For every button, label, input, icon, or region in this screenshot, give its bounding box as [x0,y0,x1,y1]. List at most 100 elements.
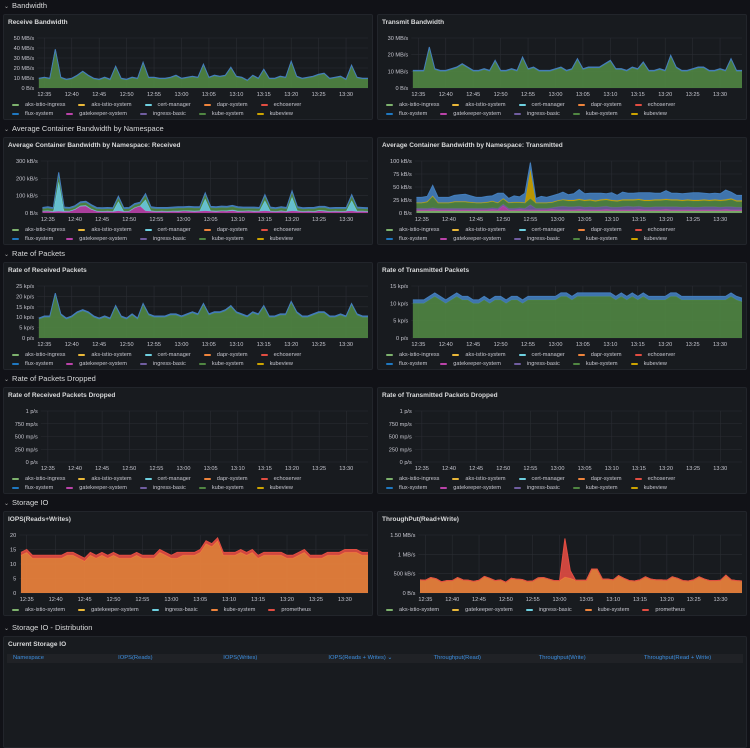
legend-item[interactable]: dapr-system [203,226,248,233]
legend-item[interactable]: gatekeeper-system [66,484,127,491]
legend-item[interactable]: flux-system [12,110,53,117]
legend-item[interactable]: echoserver [634,101,675,108]
legend-item[interactable]: ingress-basic [139,484,186,491]
legend-item[interactable]: kube-system [572,110,618,117]
legend-item[interactable]: kubeview [256,235,293,242]
legend-item[interactable]: cert-manager [144,475,191,482]
legend-item[interactable]: prometheus [12,369,55,370]
legend-item[interactable]: aks-istio-system [452,101,506,108]
legend-item[interactable]: prometheus [12,119,55,120]
legend-item[interactable]: ingress-basic [139,360,186,367]
column-header[interactable]: Throughput(Read) [433,655,481,661]
legend-item[interactable]: prometheus [386,493,429,494]
legend-item[interactable]: prometheus [642,606,685,613]
legend-item[interactable]: aks-istio-system [386,606,439,613]
legend-item[interactable]: ingress-basic [525,606,572,613]
legend-item[interactable]: flux-system [12,484,53,491]
legend-item[interactable]: kube-system [198,110,244,117]
legend-item[interactable]: aks-istio-ingress [12,101,65,108]
legend-item[interactable]: gatekeeper-system [66,235,127,242]
row-header[interactable]: ⌄ Rate of Packets Dropped [4,373,96,385]
legend-item[interactable]: prometheus [386,244,429,245]
legend-item[interactable]: flux-system [12,235,53,242]
legend-item[interactable]: gatekeeper-system [452,606,513,613]
legend-item[interactable]: aks-istio-ingress [386,475,439,482]
legend-item[interactable]: echoserver [260,101,301,108]
legend-item[interactable]: echoserver [634,226,675,233]
legend-item[interactable]: ingress-basic [513,110,560,117]
row-header[interactable]: ⌄ Rate of Packets [4,248,65,260]
legend-item[interactable]: cert-manager [144,226,191,233]
legend-item[interactable]: aks-istio-system [452,475,506,482]
panel-title[interactable]: Current Storage IO [8,641,67,648]
legend-item[interactable]: aks-istio-system [78,475,132,482]
panel-title[interactable]: Rate of Transmitted Packets Dropped [382,392,498,399]
legend-item[interactable]: kube-system [584,606,629,613]
legend-item[interactable]: prometheus [268,606,311,613]
legend-item[interactable]: kubeview [256,360,293,367]
column-header[interactable]: Throughput(Write) [538,655,586,661]
legend-item[interactable]: aks-istio-system [452,351,506,358]
legend-item[interactable]: aks-istio-system [12,606,65,613]
legend-item[interactable]: aks-istio-system [452,226,506,233]
legend-item[interactable]: aks-istio-system [78,101,132,108]
legend-item[interactable]: kubeview [630,360,667,367]
legend-item[interactable]: cert-manager [144,351,191,358]
column-header[interactable]: IOPS(Reads) [118,655,153,661]
legend-item[interactable]: prometheus [12,493,55,494]
legend-item[interactable]: dapr-system [577,101,622,108]
legend-item[interactable]: dapr-system [203,475,248,482]
legend-item[interactable]: aks-istio-ingress [12,226,65,233]
row-header[interactable]: ⌄ Average Container Bandwidth by Namespac… [4,123,164,135]
legend-item[interactable]: gatekeeper-system [440,235,501,242]
panel-title[interactable]: Transmit Bandwidth [382,19,445,26]
legend-item[interactable]: gatekeeper-system [440,110,501,117]
legend-item[interactable]: prometheus [12,244,55,245]
row-header[interactable]: ⌄ Storage IO - Distribution [4,622,92,634]
legend-item[interactable]: echoserver [260,475,301,482]
legend-item[interactable]: kubeview [256,110,293,117]
panel-title[interactable]: ThroughPut(Read+Write) [382,516,459,523]
legend-item[interactable]: kube-system [572,235,618,242]
legend-item[interactable]: echoserver [260,351,301,358]
panel-title[interactable]: Rate of Transmitted Packets [382,267,470,274]
panel-title[interactable]: Average Container Bandwidth by Namespace… [382,142,563,149]
legend-item[interactable]: prometheus [386,119,429,120]
legend-item[interactable]: kube-system [198,484,244,491]
legend-item[interactable]: dapr-system [577,226,622,233]
panel-title[interactable]: Average Container Bandwidth by Namespace… [8,142,181,149]
legend-item[interactable]: kubeview [630,110,667,117]
legend-item[interactable]: aks-istio-ingress [12,351,65,358]
legend-item[interactable]: dapr-system [203,351,248,358]
legend-item[interactable]: ingress-basic [139,110,186,117]
legend-item[interactable]: dapr-system [203,101,248,108]
panel-title[interactable]: IOPS(Reads+Writes) [8,516,71,523]
row-header[interactable]: ⌄ Storage IO [4,497,48,509]
legend-item[interactable]: kube-system [198,235,244,242]
legend-item[interactable]: gatekeeper-system [440,484,501,491]
legend-item[interactable]: aks-istio-ingress [386,226,439,233]
legend-item[interactable]: kube-system [198,360,244,367]
legend-item[interactable]: aks-istio-system [78,351,132,358]
legend-item[interactable]: ingress-basic [139,235,186,242]
legend-item[interactable]: gatekeeper-system [66,360,127,367]
panel-title[interactable]: Rate of Received Packets Dropped [8,392,116,399]
legend-item[interactable]: ingress-basic [513,360,560,367]
legend-item[interactable]: aks-istio-ingress [12,475,65,482]
legend-item[interactable]: flux-system [386,110,427,117]
legend-item[interactable]: gatekeeper-system [66,110,127,117]
legend-item[interactable]: kube-system [210,606,255,613]
legend-item[interactable]: kubeview [256,484,293,491]
panel-title[interactable]: Receive Bandwidth [8,19,68,26]
legend-item[interactable]: ingress-basic [513,484,560,491]
column-header[interactable]: IOPS(Writes) [223,655,258,661]
column-header[interactable]: Namespace [13,655,44,661]
legend-item[interactable]: aks-istio-ingress [386,351,439,358]
legend-item[interactable]: echoserver [634,351,675,358]
legend-item[interactable]: gatekeeper-system [440,360,501,367]
legend-item[interactable]: ingress-basic [151,606,198,613]
legend-item[interactable]: flux-system [386,484,427,491]
panel-title[interactable]: Rate of Received Packets [8,267,87,274]
legend-item[interactable]: dapr-system [577,475,622,482]
legend-item[interactable]: kube-system [572,484,618,491]
